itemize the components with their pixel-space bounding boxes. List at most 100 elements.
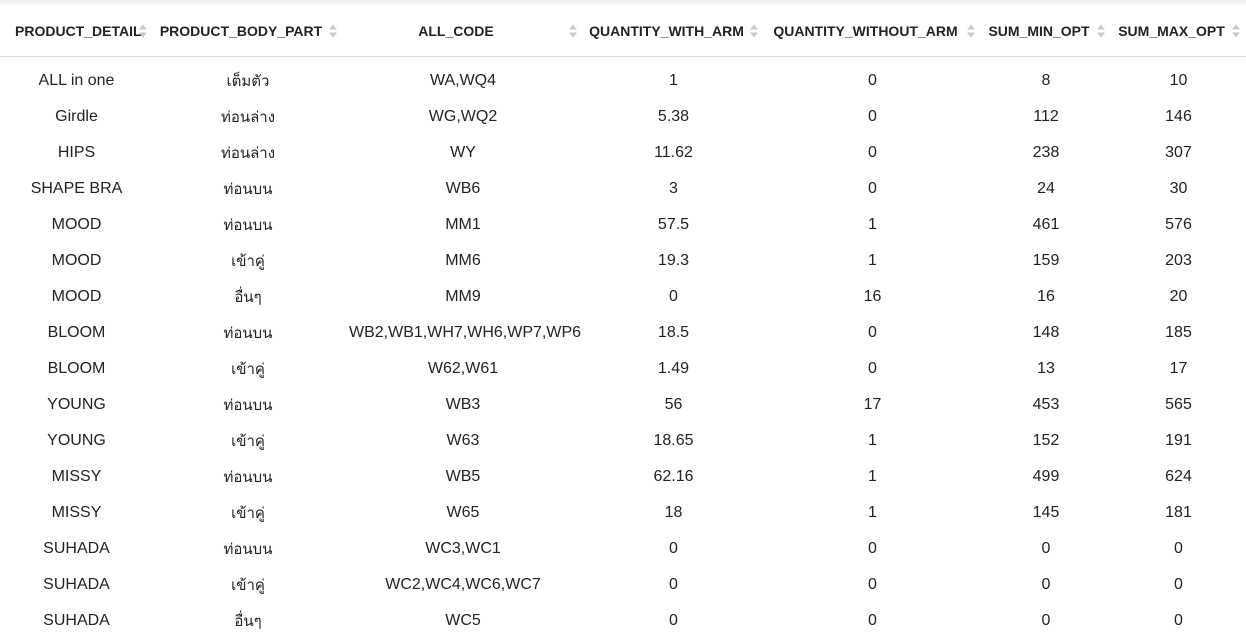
cell-sum-max-opt: 565 xyxy=(1111,387,1246,423)
cell-sum-min-opt: 238 xyxy=(981,135,1111,171)
column-header-label: QUANTITY_WITH_ARM xyxy=(589,23,744,39)
column-header-quantity-with-arm[interactable]: QUANTITY_WITH_ARM xyxy=(583,6,764,57)
cell-sum-max-opt: 181 xyxy=(1111,495,1246,531)
column-header-product-body-part[interactable]: PRODUCT_BODY_PART xyxy=(153,6,343,57)
cell-sum-max-opt: 185 xyxy=(1111,315,1246,351)
cell-sum-max-opt: 0 xyxy=(1111,603,1246,639)
cell-product-body-part: ท่อนบน xyxy=(153,315,343,351)
cell-sum-min-opt: 24 xyxy=(981,171,1111,207)
column-header-label: QUANTITY_WITHOUT_ARM xyxy=(773,23,957,39)
sort-icon[interactable] xyxy=(1097,25,1105,38)
cell-all-code: WB2,WB1,WH7,WH6,WP7,WP6 xyxy=(343,315,583,351)
cell-quantity-with-arm: 1 xyxy=(583,63,764,99)
column-header-quantity-without-arm[interactable]: QUANTITY_WITHOUT_ARM xyxy=(764,6,981,57)
cell-product-detail: SHAPE BRA xyxy=(0,171,153,207)
column-header-all-code[interactable]: ALL_CODE xyxy=(343,6,583,57)
cell-all-code: WA,WQ4 xyxy=(343,63,583,99)
cell-all-code: W65 xyxy=(343,495,583,531)
table-header: PRODUCT_DETAIL PRODUCT_BODY_PART ALL_COD… xyxy=(0,6,1246,57)
cell-quantity-without-arm: 1 xyxy=(764,423,981,459)
cell-quantity-with-arm: 1.49 xyxy=(583,351,764,387)
cell-sum-min-opt: 0 xyxy=(981,603,1111,639)
cell-all-code: WY xyxy=(343,135,583,171)
cell-product-body-part: ท่อนบน xyxy=(153,459,343,495)
cell-sum-min-opt: 159 xyxy=(981,243,1111,279)
cell-quantity-without-arm: 17 xyxy=(764,387,981,423)
cell-product-body-part: ท่อนบน xyxy=(153,207,343,243)
cell-sum-max-opt: 576 xyxy=(1111,207,1246,243)
cell-sum-min-opt: 152 xyxy=(981,423,1111,459)
sort-icon[interactable] xyxy=(1232,25,1240,38)
sort-icon[interactable] xyxy=(750,25,758,38)
cell-all-code: WC2,WC4,WC6,WC7 xyxy=(343,567,583,603)
cell-sum-min-opt: 0 xyxy=(981,567,1111,603)
cell-product-body-part: อื่นๆ xyxy=(153,279,343,315)
cell-product-body-part: เข้าคู่ xyxy=(153,567,343,603)
cell-sum-max-opt: 10 xyxy=(1111,63,1246,99)
cell-product-detail: ALL in one xyxy=(0,63,153,99)
sort-icon[interactable] xyxy=(329,25,337,38)
cell-quantity-without-arm: 0 xyxy=(764,567,981,603)
column-header-sum-min-opt[interactable]: SUM_MIN_OPT xyxy=(981,6,1111,57)
cell-quantity-without-arm: 1 xyxy=(764,459,981,495)
cell-product-detail: MOOD xyxy=(0,279,153,315)
cell-quantity-without-arm: 1 xyxy=(764,207,981,243)
cell-quantity-with-arm: 56 xyxy=(583,387,764,423)
cell-quantity-with-arm: 18.65 xyxy=(583,423,764,459)
cell-all-code: WB3 xyxy=(343,387,583,423)
cell-quantity-with-arm: 57.5 xyxy=(583,207,764,243)
cell-sum-min-opt: 8 xyxy=(981,63,1111,99)
sort-icon[interactable] xyxy=(967,25,975,38)
column-header-product-detail[interactable]: PRODUCT_DETAIL xyxy=(0,6,153,57)
cell-quantity-with-arm: 0 xyxy=(583,531,764,567)
cell-all-code: MM9 xyxy=(343,279,583,315)
cell-sum-min-opt: 112 xyxy=(981,99,1111,135)
cell-product-body-part: เข้าคู่ xyxy=(153,423,343,459)
cell-all-code: WB6 xyxy=(343,171,583,207)
cell-quantity-without-arm: 0 xyxy=(764,135,981,171)
cell-product-body-part: ท่อนล่าง xyxy=(153,99,343,135)
cell-all-code: WC3,WC1 xyxy=(343,531,583,567)
cell-product-body-part: เข้าคู่ xyxy=(153,495,343,531)
sort-icon[interactable] xyxy=(569,25,577,38)
cell-quantity-with-arm: 18 xyxy=(583,495,764,531)
cell-all-code: MM1 xyxy=(343,207,583,243)
sort-icon[interactable] xyxy=(139,25,147,38)
cell-sum-max-opt: 20 xyxy=(1111,279,1246,315)
cell-sum-min-opt: 148 xyxy=(981,315,1111,351)
cell-all-code: W62,W61 xyxy=(343,351,583,387)
column-header-sum-max-opt[interactable]: SUM_MAX_OPT xyxy=(1111,6,1246,57)
cell-product-body-part: ท่อนบน xyxy=(153,171,343,207)
cell-product-detail: YOUNG xyxy=(0,387,153,423)
cell-all-code: WB5 xyxy=(343,459,583,495)
cell-product-detail: SUHADA xyxy=(0,531,153,567)
cell-quantity-without-arm: 0 xyxy=(764,603,981,639)
cell-product-body-part: ท่อนล่าง xyxy=(153,135,343,171)
cell-quantity-without-arm: 0 xyxy=(764,99,981,135)
data-table: PRODUCT_DETAIL PRODUCT_BODY_PART ALL_COD… xyxy=(0,6,1246,639)
cell-sum-max-opt: 203 xyxy=(1111,243,1246,279)
column-header-label: SUM_MIN_OPT xyxy=(988,23,1089,39)
cell-quantity-without-arm: 1 xyxy=(764,495,981,531)
cell-all-code: WC5 xyxy=(343,603,583,639)
cell-product-detail: Girdle xyxy=(0,99,153,135)
cell-quantity-with-arm: 0 xyxy=(583,567,764,603)
cell-product-body-part: เข้าคู่ xyxy=(153,351,343,387)
cell-quantity-without-arm: 0 xyxy=(764,315,981,351)
column-header-label: PRODUCT_DETAIL xyxy=(15,23,142,39)
cell-product-detail: BLOOM xyxy=(0,315,153,351)
cell-product-detail: SUHADA xyxy=(0,567,153,603)
cell-product-detail: MOOD xyxy=(0,207,153,243)
cell-sum-min-opt: 13 xyxy=(981,351,1111,387)
